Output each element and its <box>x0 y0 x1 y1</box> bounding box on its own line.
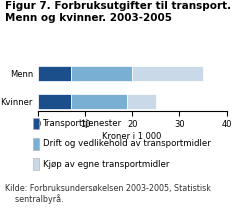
Bar <box>127 94 156 109</box>
Bar <box>132 66 203 81</box>
Text: Kjøp av egne transportmidler: Kjøp av egne transportmidler <box>43 160 170 168</box>
Text: Figur 7. Forbruksutgifter til transport.
Menn og kvinner. 2003-2005: Figur 7. Forbruksutgifter til transport.… <box>5 1 231 23</box>
Bar <box>38 94 71 109</box>
Text: Transporttjenester: Transporttjenester <box>43 119 122 128</box>
X-axis label: Kroner i 1 000: Kroner i 1 000 <box>102 132 162 141</box>
Bar <box>38 66 71 81</box>
Bar <box>71 94 127 109</box>
Text: Drift og vedlikehold av transportmidler: Drift og vedlikehold av transportmidler <box>43 139 211 148</box>
Text: Kilde: Forbruksundersøkelsen 2003-2005, Statistisk
    sentralbyrå.: Kilde: Forbruksundersøkelsen 2003-2005, … <box>5 184 211 204</box>
Bar <box>71 66 132 81</box>
